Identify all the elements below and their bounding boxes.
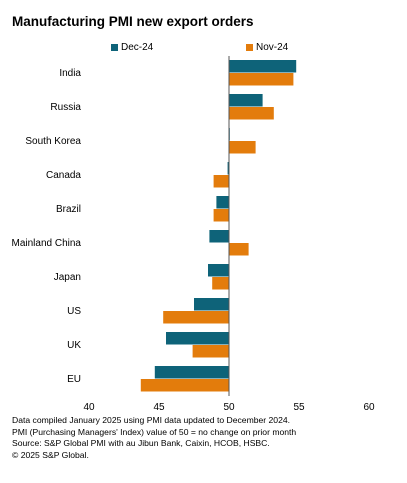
category-label-mainland-china: Mainland China bbox=[12, 238, 82, 249]
x-tick-label-55: 55 bbox=[293, 402, 305, 413]
footnotes: Data compiled January 2025 using PMI dat… bbox=[12, 415, 296, 461]
x-tick-label-60: 60 bbox=[363, 402, 375, 413]
bar-india-dec-24 bbox=[229, 60, 297, 73]
category-label-brazil: Brazil bbox=[56, 204, 81, 215]
category-label-south-korea: South Korea bbox=[25, 136, 81, 147]
bar-south-korea-nov-24 bbox=[229, 141, 256, 154]
bar-canada-nov-24 bbox=[213, 175, 229, 188]
bar-us-nov-24 bbox=[163, 311, 229, 324]
footnote-copyright: © 2025 S&P Global. bbox=[12, 449, 89, 460]
bar-india-nov-24 bbox=[229, 73, 294, 86]
chart-title: Manufacturing PMI new export orders bbox=[12, 14, 254, 29]
legend-label-nov-24: Nov-24 bbox=[256, 42, 289, 53]
category-label-japan: Japan bbox=[54, 272, 81, 283]
legend-item-nov-24: Nov-24 bbox=[246, 42, 288, 53]
bar-japan-nov-24 bbox=[212, 277, 229, 290]
bar-us-dec-24 bbox=[194, 298, 229, 311]
category-label-us: US bbox=[67, 306, 81, 317]
bar-uk-nov-24 bbox=[192, 345, 229, 358]
bar-russia-nov-24 bbox=[229, 107, 274, 120]
bar-russia-dec-24 bbox=[229, 94, 263, 107]
footnote-source: Source: S&P Global PMI with au Jibun Ban… bbox=[12, 438, 270, 449]
category-label-russia: Russia bbox=[50, 102, 81, 113]
x-tick-label-40: 40 bbox=[83, 402, 95, 413]
legend-swatch-dec-24 bbox=[111, 44, 118, 51]
bar-mainland-china-dec-24 bbox=[209, 230, 229, 243]
x-tick-label-50: 50 bbox=[223, 402, 235, 413]
x-tick-label-45: 45 bbox=[153, 402, 165, 413]
category-label-canada: Canada bbox=[46, 170, 81, 181]
legend-label-dec-24: Dec-24 bbox=[121, 42, 154, 53]
bar-brazil-dec-24 bbox=[216, 196, 229, 209]
category-label-eu: EU bbox=[67, 374, 81, 385]
legend-swatch-nov-24 bbox=[246, 44, 253, 51]
category-label-uk: UK bbox=[67, 340, 81, 351]
footnote-data-compiled: Data compiled January 2025 using PMI dat… bbox=[12, 415, 291, 425]
bar-brazil-nov-24 bbox=[213, 209, 229, 222]
bar-eu-dec-24 bbox=[154, 366, 229, 379]
bar-japan-dec-24 bbox=[208, 264, 229, 277]
bar-eu-nov-24 bbox=[140, 379, 229, 392]
footnote-pmi-definition: PMI (Purchasing Managers' Index) value o… bbox=[12, 426, 297, 437]
bar-canada-dec-24 bbox=[227, 162, 229, 175]
bar-uk-dec-24 bbox=[166, 332, 229, 345]
legend-item-dec-24: Dec-24 bbox=[111, 42, 153, 53]
category-label-india: India bbox=[59, 68, 81, 79]
bar-mainland-china-nov-24 bbox=[229, 243, 249, 256]
